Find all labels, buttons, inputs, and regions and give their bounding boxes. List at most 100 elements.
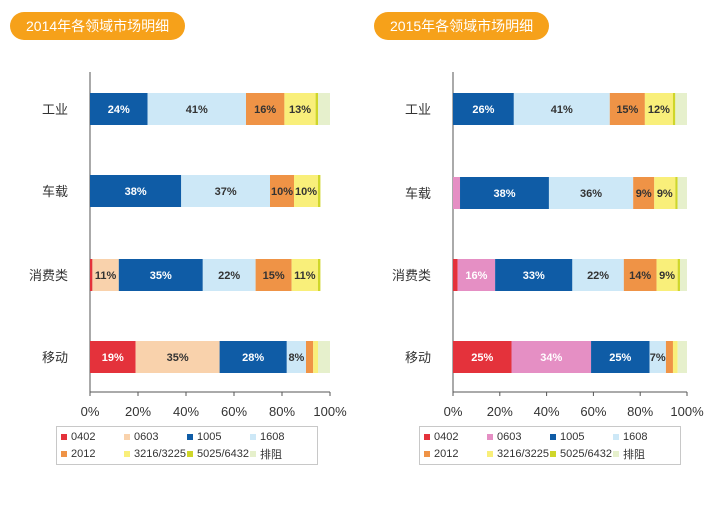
legend-item: 2012 — [424, 446, 487, 462]
bar-segment-50256432 — [318, 175, 321, 207]
data-label: 11% — [294, 270, 316, 282]
legend-label: 2012 — [71, 448, 96, 460]
bar-segment-0402 — [90, 259, 93, 291]
data-label: 25% — [609, 352, 631, 364]
legend-item: 0402 — [424, 429, 487, 445]
legend-swatch — [187, 451, 193, 457]
legend-item: 0603 — [487, 429, 550, 445]
legend-item: 0402 — [61, 429, 124, 445]
chart-title: 2014年各领域市场明细 — [10, 12, 186, 40]
legend-item: 5025/6432 — [550, 446, 613, 462]
legend-label: 0603 — [134, 431, 159, 443]
legend-label: 排阻 — [623, 449, 645, 461]
bar-segment-2012 — [270, 175, 294, 207]
legend-item: 排阻 — [250, 446, 313, 462]
bar-segment-32163225 — [656, 259, 678, 291]
data-label: 16% — [465, 270, 487, 282]
bar-segment-32163225 — [284, 93, 316, 125]
legend-swatch — [550, 451, 556, 457]
legend-swatch — [613, 434, 619, 440]
data-label: 35% — [167, 352, 189, 364]
y-category-label: 车载 — [42, 184, 68, 200]
bar-segment-32163225 — [291, 259, 318, 291]
bar-segment-0402 — [453, 259, 458, 291]
bar-segment-1005 — [90, 93, 148, 125]
bar-segment-1005 — [495, 259, 573, 291]
legend-swatch — [124, 434, 130, 440]
bar-segment- — [677, 177, 687, 209]
x-tick-label: 20% — [125, 404, 151, 419]
bar-segment-32163225 — [313, 341, 318, 373]
legend-label: 1005 — [560, 431, 585, 443]
data-label: 41% — [186, 104, 208, 116]
legend-swatch — [250, 451, 256, 457]
bar-segment-0402 — [453, 341, 512, 373]
bar-segment-50256432 — [315, 93, 318, 125]
bar-segment-1608 — [513, 93, 610, 125]
legend-swatch — [424, 451, 430, 457]
bar-segment-2012 — [306, 341, 314, 373]
bar-segment-1608 — [181, 175, 270, 207]
y-category-label: 移动 — [405, 351, 431, 366]
data-label: 11% — [95, 270, 117, 282]
bar-segment-1005 — [219, 341, 287, 373]
data-label: 12% — [648, 104, 670, 116]
chart-title: 2015年各领域市场明细 — [374, 12, 550, 40]
legend-item: 1005 — [187, 429, 250, 445]
bar-segment-32163225 — [654, 177, 676, 209]
bar-segment-0603 — [511, 341, 592, 373]
x-tick-label: 40% — [173, 404, 199, 419]
legend-label: 5025/6432 — [197, 448, 249, 460]
data-label: 9% — [636, 188, 652, 200]
chart-panel-2015: 2015年各领域市场明细 0% 20% 40% 60% 80% 100% 工业 26% 41% 1… — [357, 0, 714, 518]
chart-legend: 0402 0603 1005 1608 2012 3216/3225 5025/6432 排阻 — [419, 426, 681, 465]
data-label: 15% — [263, 270, 285, 282]
data-label: 35% — [150, 270, 172, 282]
data-label: 38% — [125, 186, 147, 198]
legend-label: 3216/3225 — [134, 448, 186, 460]
data-label: 15% — [616, 104, 638, 116]
x-tick-label: 40% — [534, 404, 560, 419]
data-label: 41% — [551, 104, 573, 116]
bar-segment-32163225 — [644, 93, 673, 125]
data-label: 9% — [659, 270, 675, 282]
bar-segment-50256432 — [672, 93, 676, 125]
x-tick-label: 0% — [81, 404, 100, 419]
x-tick-label: 80% — [269, 404, 295, 419]
bar-segment- — [677, 341, 687, 373]
legend-label: 1608 — [623, 431, 648, 443]
legend-label: 2012 — [434, 448, 459, 460]
bar-segment-0603 — [453, 177, 461, 209]
legend-label: 1005 — [197, 431, 222, 443]
legend-label: 0402 — [434, 431, 459, 443]
bar-segment-2012 — [609, 93, 645, 125]
y-category-label: 车载 — [405, 186, 431, 202]
x-tick-label: 0% — [444, 404, 463, 419]
bar-segment-50256432 — [318, 259, 321, 291]
data-label: 14% — [629, 270, 651, 282]
data-label: 28% — [242, 352, 264, 364]
legend-swatch — [550, 434, 556, 440]
data-label: 13% — [289, 104, 311, 116]
legend-item: 1608 — [613, 429, 676, 445]
y-category-label: 工业 — [42, 103, 68, 118]
y-category-label: 工业 — [405, 103, 431, 118]
legend-item: 排阻 — [613, 446, 676, 462]
legend-swatch — [61, 451, 67, 457]
bar-segment-1005 — [90, 175, 182, 207]
chart-panel-2014: 2014年各领域市场明细 0% 20% 40% 60% 80% 100% 工业 24% 41% 1… — [10, 12, 347, 465]
chart-legend: 0402 0603 1005 1608 2012 3216/3225 5025/6432 排阻 — [56, 426, 318, 465]
bar-segment-1608 — [548, 177, 634, 209]
y-category-label: 消费类 — [29, 269, 68, 284]
bar-segment-1005 — [118, 259, 203, 291]
data-label: 26% — [472, 104, 494, 116]
bar-segment-32163225 — [672, 341, 678, 373]
legend-label: 0402 — [71, 431, 96, 443]
data-label: 10% — [271, 186, 293, 198]
legend-item: 3216/3225 — [124, 446, 187, 462]
y-category-label: 移动 — [42, 351, 68, 366]
bar-segment-0402 — [90, 341, 136, 373]
bar-segment- — [675, 93, 687, 125]
x-tick-label: 100% — [313, 404, 347, 419]
data-label: 8% — [288, 352, 304, 364]
